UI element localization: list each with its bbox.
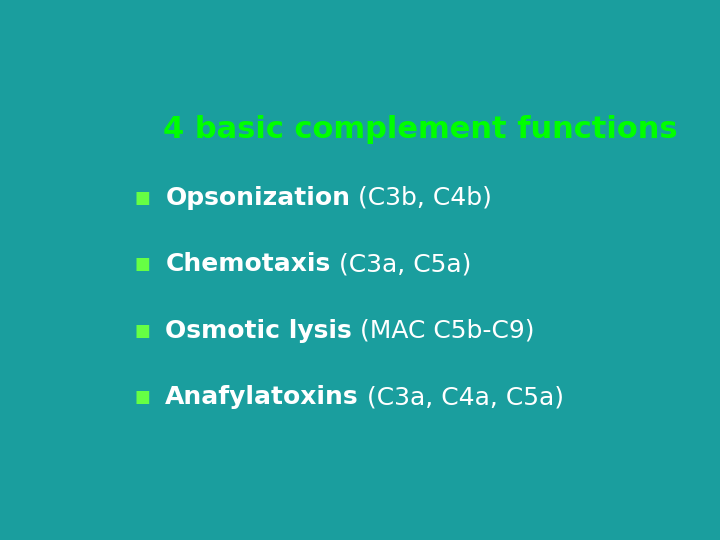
Text: (C3a, C4a, C5a): (C3a, C4a, C5a) <box>359 386 564 409</box>
Text: ■: ■ <box>135 388 150 407</box>
Text: (C3b, C4b): (C3b, C4b) <box>351 186 492 210</box>
Text: ■: ■ <box>135 189 150 207</box>
Text: (C3a, C5a): (C3a, C5a) <box>330 252 471 276</box>
Text: Anafylatoxins: Anafylatoxins <box>166 386 359 409</box>
Text: Chemotaxis: Chemotaxis <box>166 252 330 276</box>
Text: 4 basic complement functions: 4 basic complement functions <box>163 114 678 144</box>
Text: Osmotic lysis: Osmotic lysis <box>166 319 352 343</box>
Text: ■: ■ <box>135 322 150 340</box>
Text: (MAC C5b-C9): (MAC C5b-C9) <box>352 319 534 343</box>
Text: ■: ■ <box>135 255 150 273</box>
Text: Opsonization: Opsonization <box>166 186 351 210</box>
